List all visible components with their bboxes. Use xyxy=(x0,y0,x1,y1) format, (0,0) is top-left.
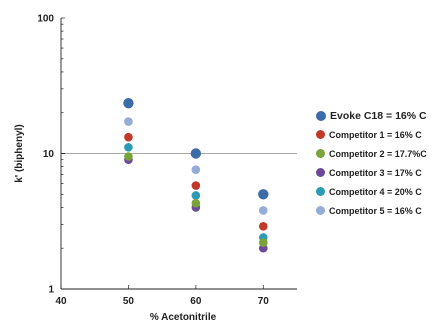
data-point-series-6-x60 xyxy=(191,165,201,174)
legend-label: Competitor 3 = 17% C xyxy=(329,167,422,178)
legend-label: Competitor 1 = 16% C xyxy=(329,129,422,140)
y-tick-label-10: 10 xyxy=(43,149,55,160)
legend-label: Competitor 5 = 16% C xyxy=(329,205,422,216)
legend-marker-icon xyxy=(316,130,325,139)
y-axis-title: k' (biphenyl) xyxy=(14,124,25,183)
x-tick-label-40: 40 xyxy=(55,296,67,307)
data-point-series-5-x50 xyxy=(124,143,133,152)
data-point-series-3-x60 xyxy=(191,198,201,208)
chart-legend: Evoke C18 = 16% C Competitor 1 = 16% C Com… xyxy=(316,106,444,220)
legend-marker-icon xyxy=(316,110,326,121)
data-point-series-1-x70 xyxy=(258,189,269,200)
data-point-series-6-x70 xyxy=(258,206,268,215)
data-point-series-3-x50 xyxy=(124,152,133,161)
data-point-series-2-x70 xyxy=(258,222,268,231)
x-tick-label-50: 50 xyxy=(123,296,135,307)
y-tick-label-100: 100 xyxy=(37,14,54,25)
legend-marker-icon xyxy=(316,206,325,215)
legend-label: Evoke C18 = 16% C xyxy=(330,109,427,122)
legend-item-4: Competitor 3 = 17% C xyxy=(316,163,444,182)
data-point-series-6-x50 xyxy=(124,117,133,126)
data-point-series-2-x50 xyxy=(124,132,133,142)
y-tick-label-1: 1 xyxy=(48,285,54,296)
legend-marker-icon xyxy=(316,149,325,158)
data-point-series-5-x60 xyxy=(191,191,201,200)
legend-label: Competitor 2 = 17.7%C xyxy=(329,148,427,159)
legend-item-1: Evoke C18 = 16% C xyxy=(316,106,444,125)
x-tick-label-60: 60 xyxy=(190,296,202,307)
legend-item-3: Competitor 2 = 17.7%C xyxy=(316,144,444,163)
data-point-series-1-x60 xyxy=(190,148,202,159)
x-axis-title: % Acetonitrile xyxy=(150,312,217,323)
x-tick-label-70: 70 xyxy=(258,296,270,307)
legend-marker-icon xyxy=(316,187,325,196)
data-point-series-1-x50 xyxy=(123,98,134,109)
data-point-series-3-x70 xyxy=(258,238,268,247)
legend-label: Competitor 4 = 20% C xyxy=(329,186,422,197)
legend-marker-icon xyxy=(316,168,325,177)
data-point-series-2-x60 xyxy=(191,181,201,190)
legend-item-5: Competitor 4 = 20% C xyxy=(316,182,444,201)
legend-item-6: Competitor 5 = 16% C xyxy=(316,201,444,220)
legend-item-2: Competitor 1 = 16% C xyxy=(316,125,444,144)
